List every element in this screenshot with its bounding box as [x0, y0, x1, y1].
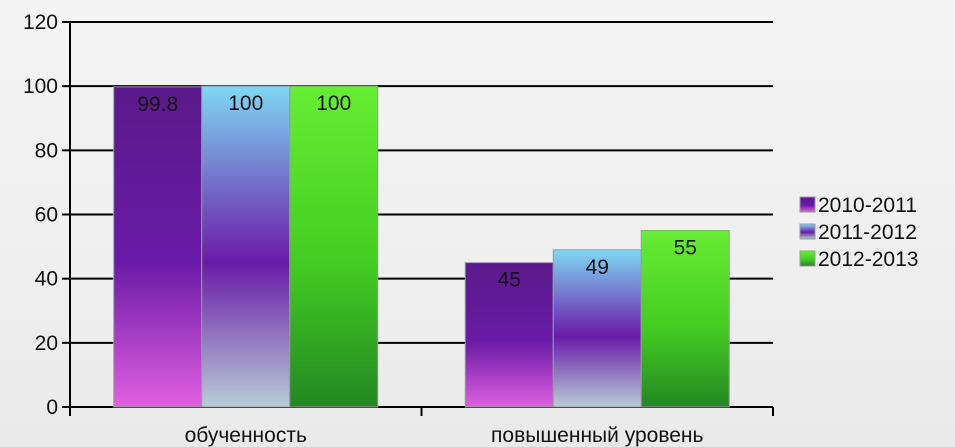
data-label: 55 — [674, 237, 697, 260]
y-tick-label: 40 — [35, 268, 58, 291]
y-tick-label: 80 — [35, 139, 58, 162]
legend: 2010-2011 2011-2012 2012-2013 — [799, 194, 918, 271]
bar — [201, 85, 291, 408]
data-label: 99.8 — [137, 93, 178, 116]
data-label: 100 — [228, 92, 263, 115]
bars — [113, 85, 730, 408]
legend-swatch — [799, 250, 816, 267]
y-tick-label: 20 — [35, 332, 58, 355]
y-tick-label: 100 — [23, 75, 58, 98]
y-tick-label: 0 — [46, 396, 58, 419]
y-tick-label: 60 — [35, 204, 58, 227]
data-label: 45 — [498, 269, 521, 292]
bar — [289, 85, 379, 408]
data-labels: 99.8 100 100 45 49 55 — [137, 92, 697, 291]
x-category-label: повышенный уровень — [491, 424, 703, 447]
legend-swatch — [799, 196, 816, 213]
data-label: 49 — [586, 256, 609, 279]
x-category-label: обученность — [185, 424, 307, 447]
legend-label: 2012-2013 — [818, 248, 918, 271]
bar — [113, 86, 203, 408]
legend-label: 2011-2012 — [818, 221, 917, 244]
legend-label: 2010-2011 — [818, 194, 917, 217]
data-label: 100 — [316, 92, 351, 115]
y-tick-label: 120 — [23, 11, 58, 34]
bar — [640, 230, 730, 408]
bar — [464, 262, 554, 408]
legend-swatch — [799, 223, 816, 240]
bar — [552, 249, 642, 408]
